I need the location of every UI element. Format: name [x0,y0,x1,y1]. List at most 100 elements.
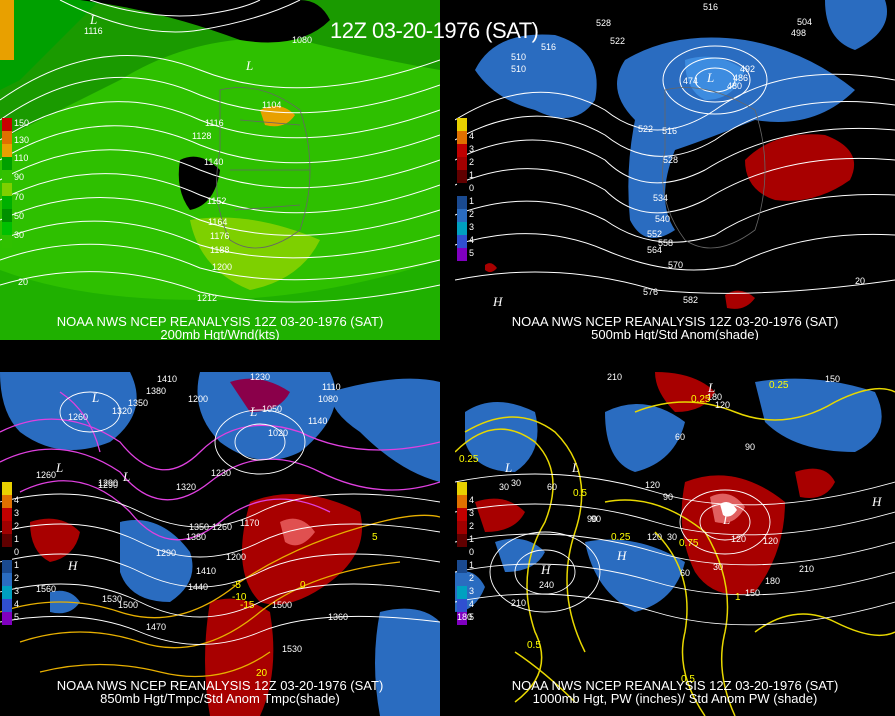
scale-label: 2 [469,521,475,531]
caption-source: NOAA NWS NCEP REANALYSIS 12Z 03-20-1976 … [511,678,839,693]
scale-label: 1 [469,534,475,544]
contour-label: 528 [596,18,612,28]
temp-label: 5 [372,532,378,543]
contour-label: 1290 [98,478,119,488]
contour-label: 1260 [36,470,57,480]
contour-label: 516 [662,126,678,136]
pw-label: 0.25 [611,532,631,543]
color-scale [2,118,12,248]
contour-label: 480 [727,81,743,91]
caption-source: NOAA NWS NCEP REANALYSIS 12Z 03-20-1976 … [56,314,384,329]
contour-label: 30 [499,482,510,492]
scale-label: 0 [469,183,475,193]
contour-label: 150 [825,374,841,384]
pw-label: 1 [735,592,741,603]
contour-label: 120 [731,534,747,544]
contour-label: 516 [541,42,557,52]
pw-label: 0.25 [691,394,711,405]
contour-label: 1410 [157,374,178,384]
low-marker: L [708,380,716,395]
pw-label: 0.5 [573,488,587,499]
contour-label: 1530 [282,644,303,654]
contour-label: 210 [511,598,527,608]
contour-label: 564 [647,245,663,255]
contour-label: 120 [763,536,779,546]
low-marker: L [250,404,258,419]
contour-label: 120 [715,400,731,410]
contour-label: 1152 [207,196,227,206]
scale-label: 110 [14,153,29,163]
caption-source: NOAA NWS NCEP REANALYSIS 12Z 03-20-1976 … [511,314,839,329]
contour-label: 60 [675,432,686,442]
scale-label: 3 [469,586,475,596]
contour-label: 1212 [197,293,218,303]
scale-label: 4 [14,495,20,505]
contour-label: 1110 [322,382,341,392]
contour-label: 1140 [204,157,224,167]
scale-label: 4 [469,131,475,141]
pw-label: 0.75 [679,538,699,549]
scale-label: 3 [14,586,20,596]
map-1000mb [455,372,895,716]
map-850mb [0,372,440,716]
low-marker: L [123,469,131,484]
scale-label: 4 [469,495,475,505]
contour-label: 1560 [36,584,57,594]
contour-label: 1170 [240,518,260,528]
contour-label: 576 [643,287,659,297]
contour-label: 180 [457,612,473,622]
scale-label: 0 [14,547,20,557]
scale-label: 2 [14,573,20,583]
contour-label: 552 [647,229,663,239]
high-marker: H [493,294,503,309]
contour-label: 210 [607,372,623,382]
contour-label: 1350 [189,522,210,532]
pw-label: 0.25 [769,380,789,391]
panel-200mb: 150 130 110 90 70 50 30 L L 1116 1080 11… [0,0,440,340]
scale-label: 2 [469,209,475,219]
panel-1000mb: 4 3 2 1 0 1 2 3 4 5 L L H H H L L 210 18… [455,372,895,716]
temp-label: -5 [232,580,241,591]
contour-label: 1320 [176,482,197,492]
contour-label: 1116 [205,118,224,128]
scale-label: 0 [469,547,475,557]
contour-label: 1440 [188,582,209,592]
contour-label: 120 [645,480,661,490]
panel-850mb: 4 3 2 1 0 1 2 3 4 5 L L L H L 1410 1380 … [0,372,440,716]
contour-label: 510 [511,52,527,62]
scale-label: 1 [14,534,20,544]
scale-label: 2 [14,521,20,531]
contour-label: 1530 [102,594,123,604]
contour-label: 1140 [308,416,328,426]
pw-label: 0.25 [459,454,479,465]
high-marker: H [872,494,882,509]
map-200mb [0,0,440,340]
scale-label: 5 [469,612,475,622]
contour-label: 90 [591,514,602,524]
color-scale [457,118,467,261]
contour-label: 1176 [210,231,230,241]
contour-label: 1350 [128,398,149,408]
pw-label: 0.5 [527,640,541,651]
caption-field: 1000mb Hgt, PW (inches)/ Std Anom PW (sh… [532,691,818,706]
contour-label: 20 [18,277,29,287]
contour-label: 180 [765,576,781,586]
scale-label: 1 [469,560,475,570]
contour-label: 1104 [262,100,282,110]
contour-label: 30 [667,532,678,542]
contour-label: 150 [745,588,761,598]
contour-label: 558 [658,238,674,248]
contour-label: 120 [647,532,663,542]
contour-label: 1080 [292,35,313,45]
scale-label: 3 [469,222,475,232]
contour-label: 486 [733,73,749,83]
contour-label: 522 [638,124,654,134]
page-title: 12Z 03-20-1976 (SAT) [330,18,539,43]
caption-source: NOAA NWS NCEP REANALYSIS 12Z 03-20-1976 … [56,678,384,693]
scale-label: 3 [469,144,475,154]
scale-label: 4 [469,599,475,609]
temp-label: -10 [232,592,247,603]
low-marker: L [707,70,715,85]
contour-label: 1230 [250,372,271,382]
contour-label: 570 [668,260,684,270]
